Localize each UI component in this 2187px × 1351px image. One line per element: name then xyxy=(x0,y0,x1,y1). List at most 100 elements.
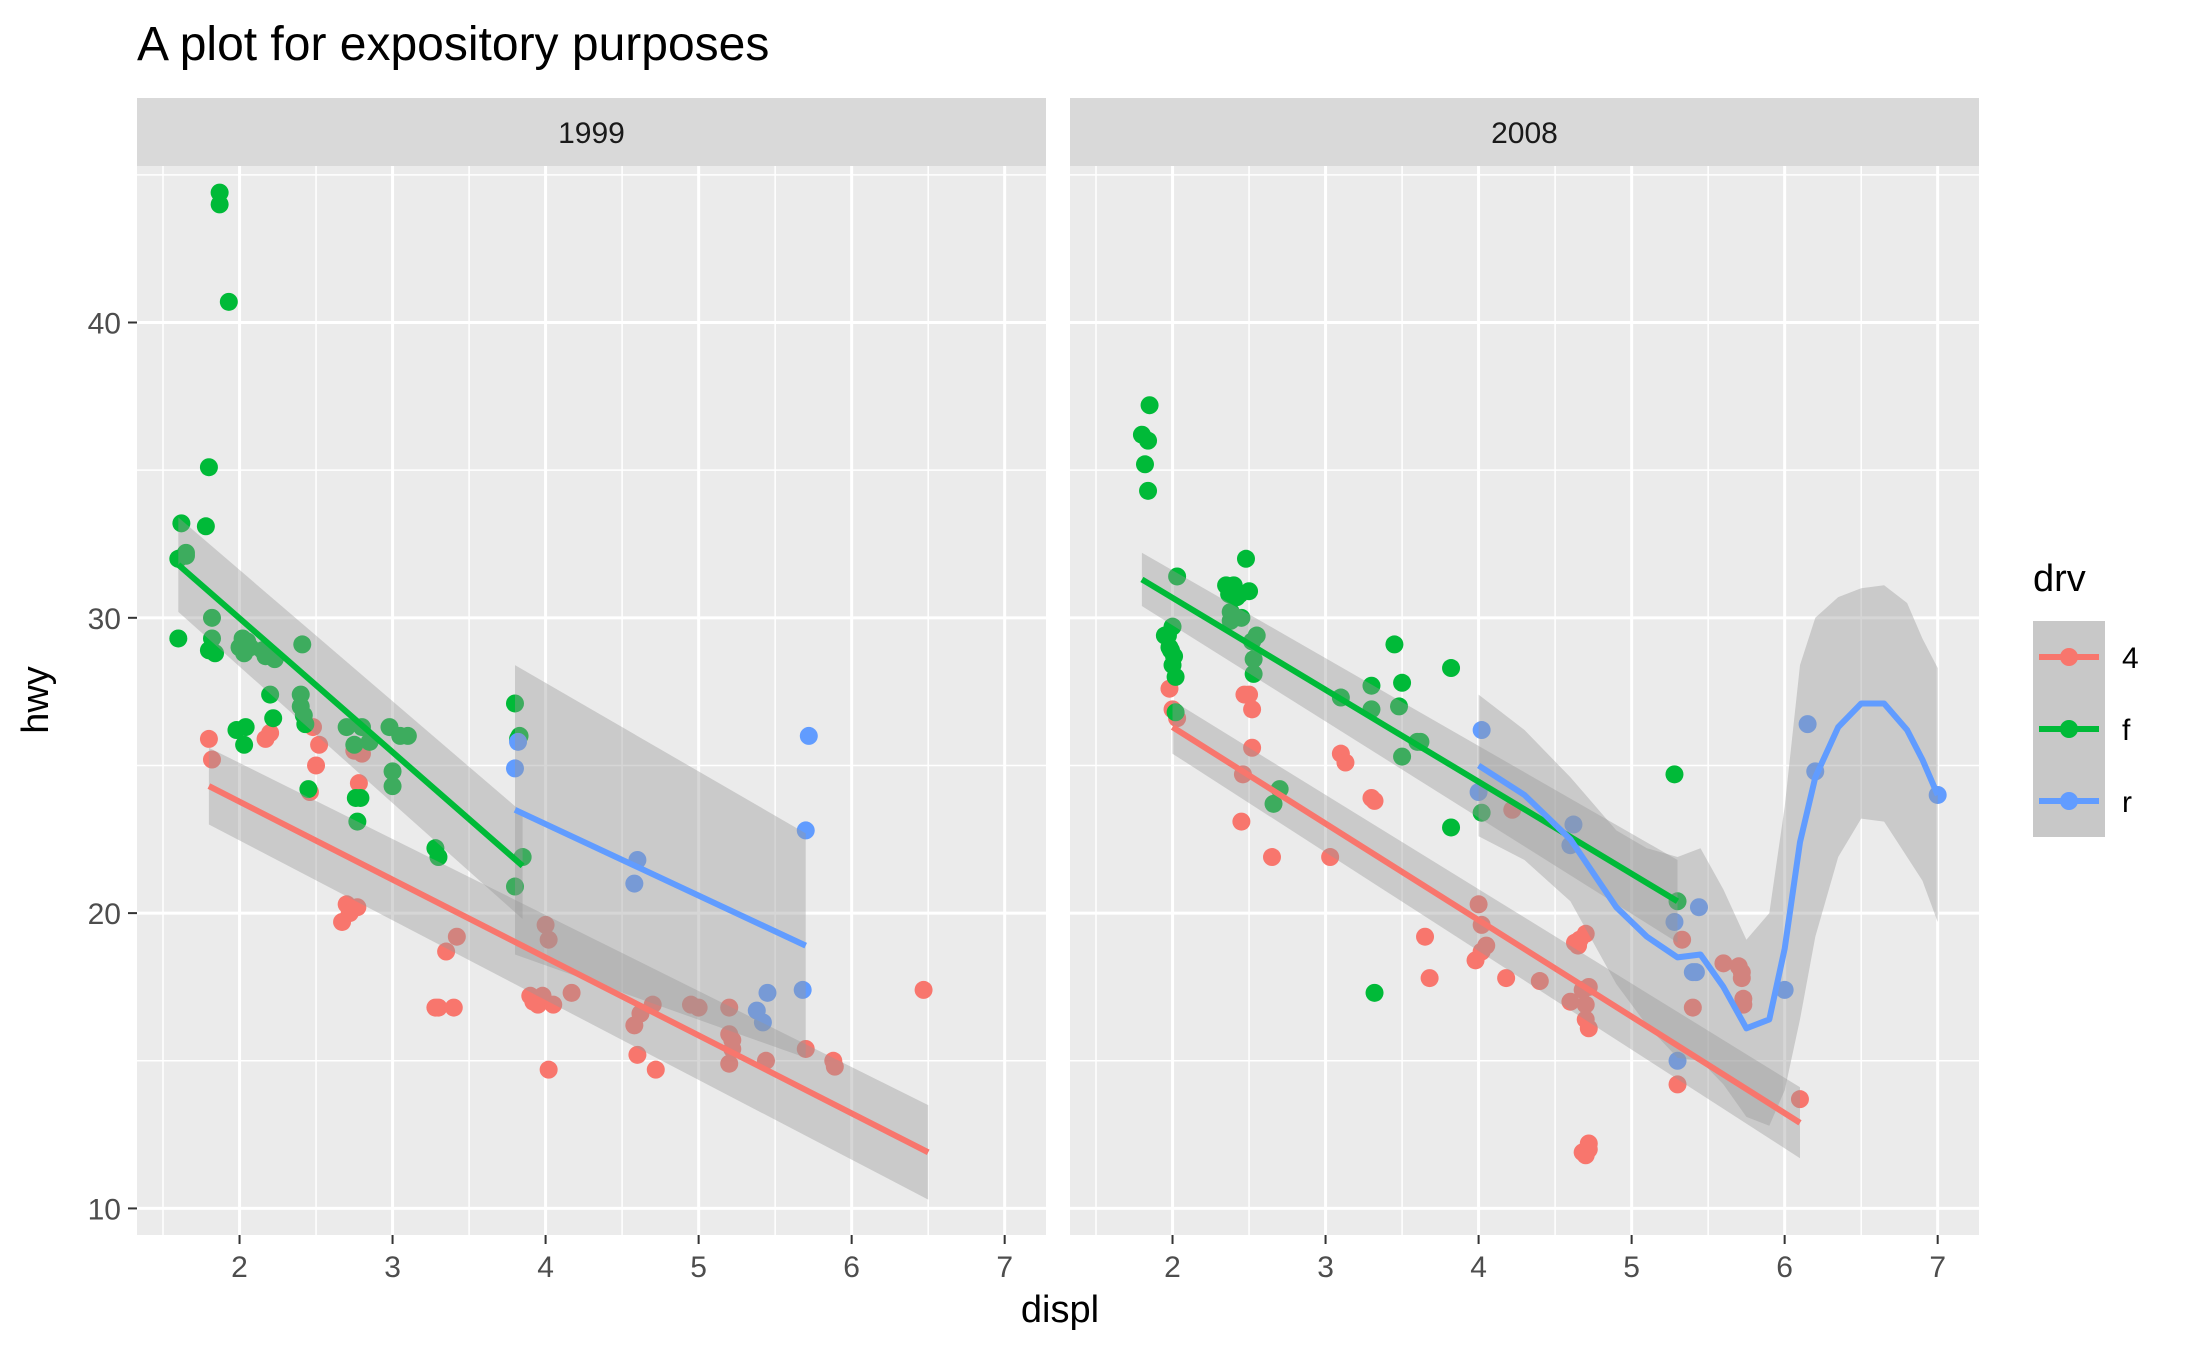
point-drv-4wd xyxy=(1416,927,1435,946)
point-drv-4wd xyxy=(539,1060,558,1079)
point-drv-r xyxy=(1472,721,1491,740)
point-drv-f xyxy=(1442,659,1461,678)
point-drv-r xyxy=(1665,912,1684,931)
point-drv-4wd xyxy=(1263,848,1281,867)
point-drv-4wd xyxy=(1673,930,1692,949)
point-drv-f xyxy=(1232,608,1251,627)
point-drv-4wd xyxy=(1530,972,1549,991)
point-drv-r xyxy=(625,874,644,893)
point-drv-f xyxy=(383,777,402,796)
point-drv-r xyxy=(1798,715,1817,734)
point-drv-4wd xyxy=(825,1057,844,1076)
point-drv-f xyxy=(219,292,238,311)
point-drv-4wd xyxy=(348,898,367,917)
point-drv-f xyxy=(345,735,364,754)
point-drv-4wd xyxy=(429,998,448,1017)
point-drv-f xyxy=(1390,697,1409,716)
point-drv-r xyxy=(1668,1051,1687,1070)
legend-key-point xyxy=(2060,648,2078,666)
legend-title: drv xyxy=(2033,558,2086,600)
point-drv-4wd xyxy=(720,998,739,1017)
point-drv-4wd xyxy=(796,1039,815,1058)
point-drv-4wd xyxy=(1321,848,1340,867)
point-drv-f xyxy=(293,635,312,654)
x-tick-label: 3 xyxy=(1317,1251,1334,1284)
point-drv-f xyxy=(296,715,315,734)
point-drv-r xyxy=(1686,963,1705,982)
x-tick-label: 6 xyxy=(1776,1251,1793,1284)
point-drv-4wd xyxy=(539,930,558,949)
point-drv-f xyxy=(1365,983,1384,1002)
facet-strip-label: 2008 xyxy=(1491,117,1558,150)
point-drv-4wd xyxy=(1365,791,1384,810)
legend-item-4: 4 xyxy=(2033,621,2139,693)
point-drv-f xyxy=(1165,647,1184,666)
fit-line-4 xyxy=(207,783,930,1155)
point-drv-f xyxy=(351,788,370,807)
point-drv-4wd xyxy=(1243,738,1262,757)
chart-title: A plot for expository purposes xyxy=(137,18,769,71)
y-tick-label: 20 xyxy=(88,898,121,931)
point-drv-f xyxy=(1139,481,1158,500)
point-drv-4wd xyxy=(437,942,456,961)
point-drv-4wd xyxy=(444,998,463,1017)
point-drv-f xyxy=(299,780,318,799)
x-tick-label: 5 xyxy=(1623,1251,1640,1284)
point-drv-4wd xyxy=(536,915,555,934)
point-drv-f xyxy=(235,735,254,754)
point-drv-f xyxy=(210,195,229,214)
point-drv-r xyxy=(509,732,528,751)
point-drv-4wd xyxy=(544,995,563,1014)
point-drv-f xyxy=(1236,549,1255,568)
point-drv-4wd xyxy=(1477,936,1496,955)
point-drv-f xyxy=(199,458,218,477)
point-drv-4wd xyxy=(1579,1134,1598,1153)
fit-line-f xyxy=(1140,576,1680,904)
point-drv-f xyxy=(202,608,221,627)
y-axis-label: hwy xyxy=(15,666,57,734)
point-drv-f xyxy=(429,848,448,867)
facet-strip-label: 1999 xyxy=(558,117,625,150)
x-tick-label: 4 xyxy=(537,1251,554,1284)
point-drv-f xyxy=(1166,667,1185,686)
fit-line-r xyxy=(1476,700,1941,1032)
x-tick-label: 7 xyxy=(1929,1251,1946,1284)
point-drv-f xyxy=(1244,650,1263,669)
fit-line-r xyxy=(513,807,807,949)
point-drv-4wd xyxy=(261,723,280,742)
confidence-band-4 xyxy=(1172,700,1800,1159)
point-drv-f xyxy=(261,685,280,704)
legend-label: f xyxy=(2122,714,2131,747)
x-tick-label: 2 xyxy=(1164,1251,1181,1284)
point-drv-f xyxy=(1393,673,1412,692)
point-drv-r xyxy=(758,983,777,1002)
point-drv-4wd xyxy=(349,774,368,793)
point-drv-f xyxy=(206,644,225,663)
point-drv-f xyxy=(202,629,221,648)
point-drv-4wd xyxy=(1714,954,1733,973)
point-drv-4wd xyxy=(1232,812,1251,831)
facet-strip xyxy=(137,98,1046,166)
point-drv-f xyxy=(1244,664,1263,683)
point-drv-4wd xyxy=(1561,992,1580,1011)
point-drv-f xyxy=(264,709,283,728)
point-drv-f xyxy=(1140,396,1159,415)
point-drv-f xyxy=(169,629,188,648)
point-drv-f xyxy=(1385,635,1404,654)
point-drv-4wd xyxy=(1576,924,1595,943)
point-drv-r xyxy=(793,980,812,999)
point-drv-r xyxy=(1775,980,1794,999)
x-tick-label: 2 xyxy=(231,1251,248,1284)
y-tick-label: 40 xyxy=(88,308,121,341)
legend-label: r xyxy=(2122,786,2132,819)
fit-line-4 xyxy=(1170,724,1802,1126)
point-drv-f xyxy=(1362,676,1381,695)
point-drv-f xyxy=(505,877,524,896)
point-drv-f xyxy=(1442,818,1461,837)
facet-panel-1999: 1999 2 3 4 5 6 7 10 20 30 40 xyxy=(88,98,1046,1284)
y-tick-label: 30 xyxy=(88,603,121,636)
point-drv-4wd xyxy=(1668,1075,1687,1094)
point-drv-f xyxy=(348,812,367,831)
point-drv-f xyxy=(1168,567,1187,586)
